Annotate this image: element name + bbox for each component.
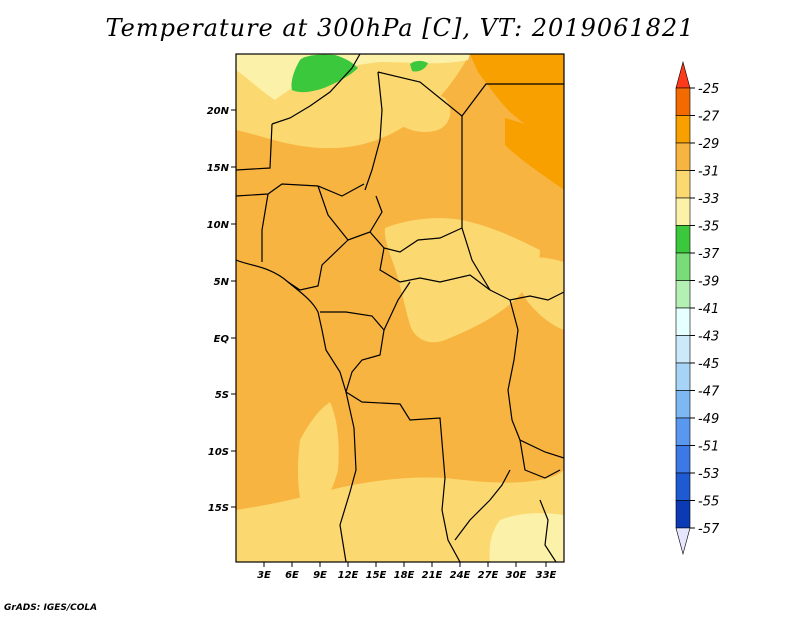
map-title: Temperature at 300hPa [C], VT: 201906182…	[105, 14, 695, 42]
colorbar-label: -33	[698, 192, 719, 207]
lat-label: 5N	[214, 277, 230, 288]
lon-label: 12E	[338, 570, 359, 581]
shade-green-patch-2	[410, 60, 428, 72]
lat-label: 15N	[207, 163, 230, 174]
colorbar-label: -41	[698, 302, 719, 317]
lon-label: 21E	[422, 570, 443, 581]
colorbar-swatch	[675, 417, 691, 446]
colorbar-label: -27	[698, 110, 720, 125]
map-frame	[235, 53, 565, 563]
lon-label: 15E	[366, 570, 387, 581]
colorbar-swatch	[675, 335, 691, 364]
colorbar: -25 -27 -29 -31 -33 -35 -37 -39 -41 -43 -45 -47 -49 -…	[675, 60, 720, 556]
colorbar-label: -57	[698, 522, 720, 537]
shade-southeast-pale	[489, 513, 564, 562]
colorbar-label: -53	[698, 467, 719, 482]
temperature-field	[236, 54, 564, 562]
colorbar-label: -55	[698, 495, 719, 510]
colorbar-bottom-triangle	[675, 527, 691, 556]
colorbar-swatch	[675, 472, 691, 501]
colorbar-swatch	[675, 362, 691, 391]
colorbar-swatch	[675, 115, 691, 144]
shade-sahara-pale	[236, 54, 470, 100]
colorbar-label: -39	[698, 275, 719, 290]
colorbar-label: -29	[698, 137, 719, 152]
colorbar-label: -25	[698, 82, 719, 97]
lat-label: 10N	[207, 220, 230, 231]
colorbar-swatch	[675, 500, 691, 529]
lon-label: 30E	[506, 570, 527, 581]
colorbar-swatch	[675, 87, 691, 116]
lon-label: 18E	[394, 570, 415, 581]
colorbar-swatch	[675, 142, 691, 171]
shade-south-light	[236, 470, 564, 562]
colorbar-swatch	[675, 390, 691, 419]
colorbar-swatch	[675, 307, 691, 336]
credit-text: GrADS: IGES/COLA	[4, 603, 98, 613]
shade-northeast-orange-2	[505, 118, 564, 190]
lat-ticks	[231, 109, 236, 508]
shade-central-light-3	[297, 402, 339, 515]
colorbar-swatch	[675, 225, 691, 254]
colorbar-label: -45	[698, 357, 719, 372]
lat-labels: 20N 15N 10N 5N EQ 5S 10S 15S	[207, 106, 230, 514]
colorbar-swatch	[675, 445, 691, 474]
colorbar-label: -43	[698, 330, 719, 345]
colorbar-swatch	[675, 252, 691, 281]
country-borders	[236, 54, 564, 562]
lat-label: 20N	[207, 106, 230, 117]
shade-green-patch	[291, 54, 358, 93]
colorbar-label: -31	[698, 165, 719, 180]
lon-label: 9E	[313, 570, 327, 581]
colorbar-label: -35	[698, 220, 719, 235]
lat-label: 15S	[208, 503, 229, 514]
lon-ticks	[263, 562, 547, 567]
lon-labels: 3E 6E 9E 12E 15E 18E 21E 24E 27E 30E 33E	[257, 570, 556, 581]
colorbar-label: -37	[698, 247, 720, 262]
shade-northeast-orange	[470, 54, 564, 148]
lat-label: EQ	[214, 334, 230, 345]
colorbar-label: -51	[698, 440, 719, 455]
lat-label: 10S	[208, 447, 229, 458]
colorbar-top-triangle	[675, 60, 691, 89]
colorbar-label: -49	[698, 412, 719, 427]
colorbar-swatch	[675, 197, 691, 226]
colorbar-swatch	[675, 170, 691, 199]
lon-label: 6E	[285, 570, 299, 581]
lon-label: 3E	[257, 570, 271, 581]
lat-label: 5S	[215, 390, 229, 401]
colorbar-label: -47	[698, 385, 720, 400]
shade-central-light-1	[384, 218, 540, 343]
lon-label: 24E	[450, 570, 471, 581]
lon-label: 33E	[536, 570, 557, 581]
lon-label: 27E	[478, 570, 499, 581]
colorbar-swatch	[675, 280, 691, 309]
shade-central-light-2	[517, 257, 564, 330]
shade-north-light-2	[390, 91, 451, 133]
